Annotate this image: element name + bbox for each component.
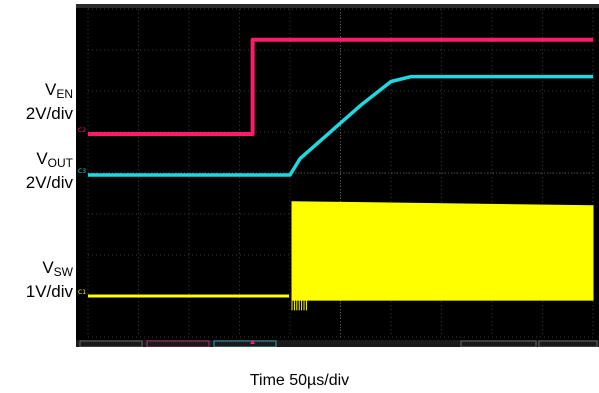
vout-scale: 2V/div: [25, 173, 73, 192]
vsw-scale: 1V/div: [25, 282, 73, 301]
trace-sw-switching: [291, 201, 594, 301]
ven-symbol: V: [44, 80, 57, 99]
vsw-symbol: V: [42, 258, 54, 277]
status-box-trigger: [538, 340, 598, 347]
trace-en: [88, 37, 593, 136]
trace-out: [88, 74, 593, 177]
ven-channel-label: VEN 2V/div: [26, 80, 73, 124]
channel-marker-c2: C2: [78, 127, 86, 134]
x-axis-caption: Time 50µs/div: [249, 372, 350, 389]
channel-marker-c1: C1: [78, 289, 86, 296]
waveform-traces: [88, 37, 594, 311]
vout-symbol: V: [36, 149, 48, 168]
vout-channel-label: VOUT 2V/div: [26, 149, 73, 193]
status-box-c2: [146, 340, 210, 347]
vsw-subscript: SW: [53, 265, 73, 279]
screen-bottom-bar: [76, 340, 599, 347]
oscilloscope-screen: C2 C3 C1: [76, 4, 599, 347]
status-box-c1: [79, 340, 143, 347]
trigger-position-marker: [250, 340, 256, 344]
ven-scale: 2V/div: [25, 104, 73, 123]
vsw-channel-label: VSW 1V/div: [26, 258, 73, 302]
ven-subscript: EN: [56, 87, 73, 101]
vout-subscript: OUT: [47, 156, 73, 170]
channel-marker-c3: C3: [78, 168, 86, 175]
status-box-c3: [213, 340, 277, 347]
channel-markers: C2 C3 C1: [78, 127, 256, 344]
status-box-timebase: [460, 340, 537, 347]
screen-top-bar: [76, 4, 599, 8]
